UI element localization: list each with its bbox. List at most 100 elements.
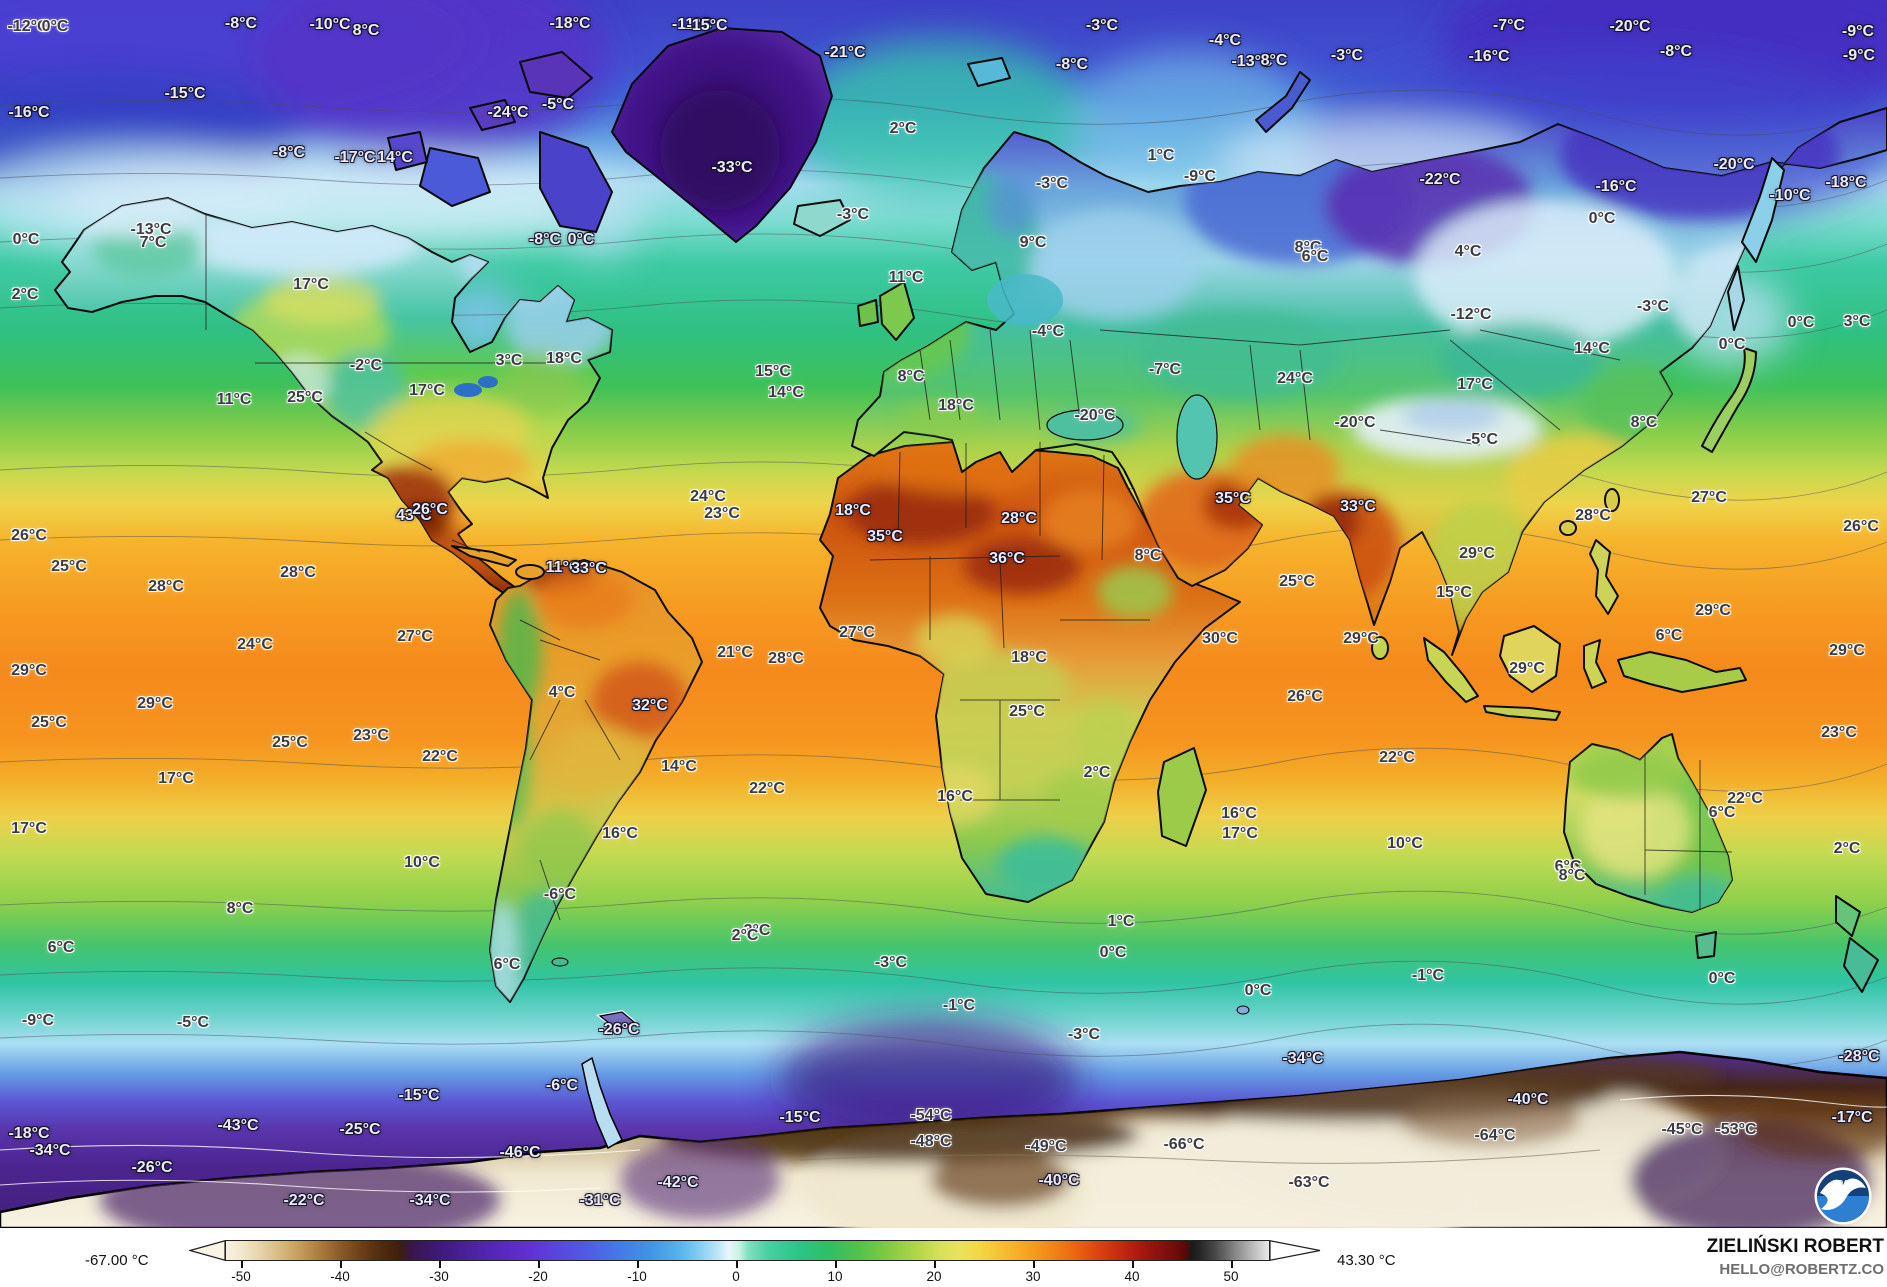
noaa-logo-text: NOAA: [1833, 1180, 1854, 1187]
temp-label: 15°C: [1436, 584, 1472, 601]
temp-label: 22°C: [1727, 790, 1763, 807]
temp-label: -8°C: [1055, 56, 1089, 73]
temp-label: 26°C: [412, 501, 448, 518]
temp-label: -25°C: [339, 1121, 381, 1138]
temp-label: -54°C: [910, 1107, 952, 1124]
temp-label: 18°C: [835, 502, 871, 519]
temp-label: 21°C: [717, 644, 753, 661]
temp-label: -15°C: [398, 1087, 440, 1104]
temp-label: -5°C: [1465, 431, 1499, 448]
inland-seas: [454, 274, 1218, 480]
temp-label: 25°C: [1279, 573, 1315, 590]
temp-label: 6°C: [1301, 248, 1329, 265]
temp-label: 15°C: [755, 363, 791, 380]
temp-label: 8°C: [226, 900, 254, 917]
colorbar-tick-label: 20: [926, 1269, 942, 1284]
temp-label: 28°C: [768, 650, 804, 667]
temp-label: 6°C: [1554, 858, 1582, 875]
temp-label: 11°C: [888, 269, 924, 286]
antarctic-peninsula: [581, 1056, 623, 1150]
temp-label: 25°C: [287, 389, 323, 406]
temp-label: 11°C: [545, 559, 581, 576]
colorbar-left-arrow: [189, 1240, 226, 1261]
colorbar-tick-mark: [835, 1261, 837, 1268]
temp-label: -5°C: [176, 1014, 210, 1031]
temp-label: -1°C: [1411, 967, 1445, 984]
temp-label: -15°C: [164, 85, 206, 102]
temp-label: 8°C: [1558, 867, 1586, 884]
temp-label: -10°C: [309, 16, 351, 33]
temp-label: -5°C: [541, 96, 575, 113]
temp-label: -9°C: [21, 1012, 55, 1029]
colorbar-tick-mark: [241, 1261, 243, 1268]
temp-label: -2°C: [349, 357, 383, 374]
temp-label: -40°C: [1507, 1091, 1549, 1108]
temp-label: -9°C: [1183, 168, 1217, 185]
temp-label: -1°C: [942, 997, 976, 1014]
temp-label: 0°C: [1718, 336, 1746, 353]
temp-label: -7°C: [1492, 17, 1526, 34]
temp-label: 8°C: [1260, 52, 1288, 69]
temp-label: 1°C: [1107, 913, 1135, 930]
temp-label: 3°C: [743, 922, 771, 939]
colorbar-tick-label: 30: [1025, 1269, 1041, 1284]
temp-label: 29°C: [1459, 545, 1495, 562]
colorbar-right-arrow: [1270, 1240, 1321, 1261]
temp-label: -17°C: [1831, 1109, 1873, 1126]
temp-label: -4°C: [1208, 32, 1242, 49]
temp-label: -12°C: [7, 18, 49, 35]
temp-label: -64°C: [1474, 1127, 1516, 1144]
temp-label: -22°C: [1419, 171, 1461, 188]
temp-label: -16°C: [8, 104, 50, 121]
temp-label: -6°C: [543, 886, 577, 903]
temp-label: 2°C: [731, 927, 759, 944]
temp-label: 1°C: [1147, 147, 1175, 164]
temp-label: 35°C: [867, 528, 903, 545]
temp-label: 8°C: [897, 368, 925, 385]
temp-label: -11°C: [671, 16, 713, 33]
colorbar-tick-label: 10: [827, 1269, 843, 1284]
colorbar-tick-mark: [637, 1261, 639, 1268]
temp-label: 33°C: [1340, 498, 1376, 515]
temp-label: 18°C: [1011, 649, 1047, 666]
temp-label: -42°C: [657, 1174, 699, 1191]
temp-label: 10°C: [404, 854, 440, 871]
colorbar-tick-label: -10: [627, 1269, 647, 1284]
temp-label: 8°C: [352, 22, 380, 39]
temp-label: 11°C: [216, 391, 252, 408]
colorbar-max-value: 43.30 °C: [1337, 1252, 1396, 1269]
temp-label: 26°C: [1287, 688, 1323, 705]
island-madagascar: [1157, 747, 1207, 847]
temp-label: -3°C: [1067, 1026, 1101, 1043]
colorbar-tick-mark: [736, 1261, 738, 1268]
arctic-islands: [387, 51, 613, 233]
temp-label: -20°C: [1609, 18, 1651, 35]
temp-label: 43°C: [396, 507, 432, 524]
temp-label: 35°C: [1215, 490, 1251, 507]
temp-label: -9°C: [1842, 47, 1876, 64]
world-temperature-map: NOAA: [0, 0, 1887, 1228]
temp-label: 28°C: [280, 564, 316, 581]
temp-label: -45°C: [1661, 1121, 1703, 1138]
temp-label: -4°C: [1031, 323, 1065, 340]
temp-label: 18°C: [938, 397, 974, 414]
colorbar-tick-label: 40: [1124, 1269, 1140, 1284]
colorbar-tick-mark: [934, 1261, 936, 1268]
author-credit: ZIELIŃSKI ROBERT: [1706, 1236, 1884, 1257]
temp-label: -3°C: [1035, 175, 1069, 192]
temp-label: 2°C: [11, 286, 39, 303]
colorbar-tick-label: -40: [330, 1269, 350, 1284]
temp-label: 23°C: [353, 727, 389, 744]
temp-label: 24°C: [1277, 370, 1313, 387]
temp-label: -17°C: [334, 149, 376, 166]
temp-label: -18°C: [549, 15, 591, 32]
colorbar-tick-label: 50: [1223, 1269, 1239, 1284]
temp-label: 0°C: [41, 18, 69, 35]
colorbar-tick-mark: [1132, 1261, 1134, 1268]
temp-label: 18°C: [546, 350, 582, 367]
temp-label: -22°C: [283, 1192, 325, 1209]
temp-label: -12°C: [1450, 306, 1492, 323]
colorbar-tick-mark: [1033, 1261, 1035, 1268]
temp-label: -43°C: [217, 1117, 259, 1134]
temp-label: 2°C: [1833, 840, 1861, 857]
